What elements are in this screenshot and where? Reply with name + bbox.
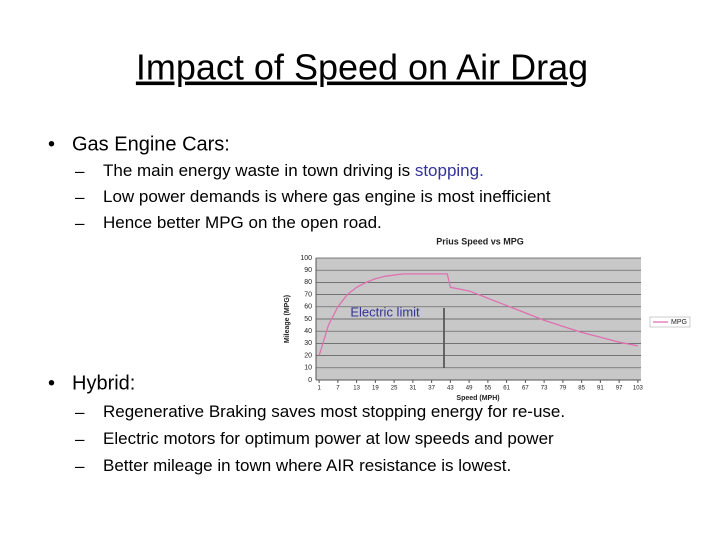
x-tick-label: 43	[447, 386, 454, 392]
section-heading: Gas Engine Cars:	[72, 133, 230, 155]
dash: –	[75, 161, 85, 180]
item-text: stopping.	[415, 161, 484, 180]
x-tick-label: 91	[597, 386, 604, 392]
x-tick-label: 37	[428, 386, 435, 392]
item-text: The main energy waste in town driving is	[103, 161, 415, 180]
dash: –	[75, 402, 85, 421]
x-tick-label: 73	[541, 386, 548, 392]
x-tick-label: 61	[503, 386, 510, 392]
x-tick-label: 55	[485, 386, 492, 392]
item-text: Electric motors for optimum power at low…	[103, 429, 554, 448]
item-text: Regenerative Braking saves most stopping…	[103, 402, 565, 421]
x-tick-label: 31	[410, 386, 417, 392]
annotation: Electric limit	[350, 304, 420, 319]
slide-title: Impact of Speed on Air Drag	[136, 47, 588, 88]
list-item: Regenerative Braking saves most stopping…	[103, 402, 565, 421]
item-text: Hence better MPG on the open road.	[103, 213, 382, 232]
y-tick-label: 60	[304, 304, 312, 311]
x-tick-label: 7	[336, 386, 340, 392]
x-tick-label: 103	[633, 386, 644, 392]
x-axis-label: Speed (MPH)	[456, 395, 499, 402]
y-tick-label: 50	[304, 316, 312, 323]
x-tick-label: 97	[616, 386, 623, 392]
y-tick-label: 30	[304, 340, 312, 347]
item-text: Low power demands is where gas engine is…	[103, 187, 551, 206]
y-tick-label: 70	[304, 291, 312, 298]
x-tick-label: 1	[317, 386, 321, 392]
dash: –	[75, 456, 85, 475]
list-item: Low power demands is where gas engine is…	[103, 187, 551, 206]
data-line	[318, 273, 638, 356]
x-tick-label: 25	[391, 386, 398, 392]
x-tick-label: 19	[372, 386, 379, 392]
item-text: Better mileage in town where AIR resista…	[103, 456, 511, 475]
y-tick-label: 40	[304, 328, 312, 335]
y-tick-label: 10	[304, 365, 312, 372]
x-tick-label: 85	[578, 386, 585, 392]
y-tick-label: 0	[308, 377, 312, 384]
list-item: Electric motors for optimum power at low…	[103, 429, 554, 448]
list-item: The main energy waste in town driving is…	[103, 161, 484, 180]
y-tick-label: 20	[304, 352, 312, 359]
x-tick-label: 49	[466, 386, 473, 392]
x-tick-label: 67	[522, 386, 529, 392]
x-tick-label: 79	[560, 386, 567, 392]
legend-box	[649, 316, 691, 328]
y-tick-label: 90	[304, 267, 312, 274]
chart: Prius Speed vs MPG Speed (MPH) Mileage (…	[280, 236, 691, 402]
y-tick-label: 100	[300, 255, 312, 262]
section-heading: Hybrid:	[72, 372, 135, 394]
chart-title: Prius Speed vs MPG	[436, 236, 524, 246]
bullet: •	[48, 133, 55, 155]
legend-label: MPG	[671, 319, 687, 326]
bullet: •	[48, 372, 55, 394]
list-item: Better mileage in town where AIR resista…	[103, 456, 511, 475]
y-axis-label: Mileage (MPG)	[284, 295, 291, 343]
x-tick-label: 13	[353, 386, 360, 392]
list-item: Hence better MPG on the open road.	[103, 213, 382, 232]
dash: –	[75, 213, 85, 232]
y-tick-label: 80	[304, 279, 312, 286]
dash: –	[75, 187, 85, 206]
dash: –	[75, 429, 85, 448]
